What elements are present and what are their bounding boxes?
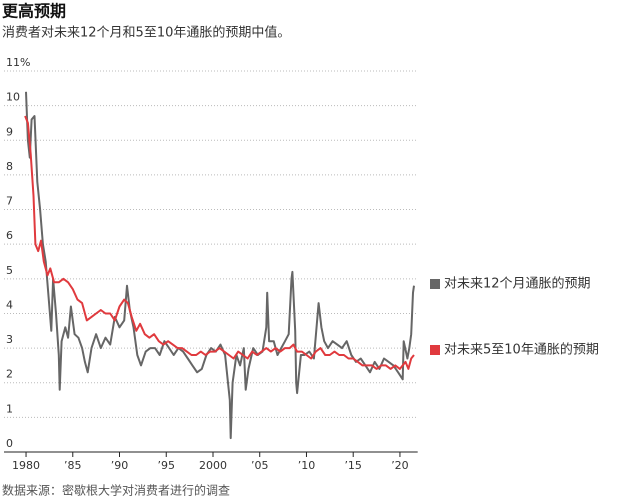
x-tick-label: ’90 bbox=[111, 459, 129, 472]
chart-subtitle: 消费者对未来12个月和5至10年通胀的预期中值。 bbox=[2, 25, 290, 41]
y-tick-label: 3 bbox=[6, 333, 13, 346]
x-tick-label: 2000 bbox=[199, 459, 227, 472]
source-note: 数据来源：密歇根大学对消费者进行的调查 bbox=[2, 483, 230, 498]
y-tick-label: 10 bbox=[6, 91, 20, 104]
x-tick-label: ’20 bbox=[391, 459, 409, 472]
series-line bbox=[25, 91, 415, 440]
y-tick-label: 6 bbox=[6, 229, 13, 242]
y-tick-label: 0 bbox=[6, 437, 13, 450]
x-tick-label: ’05 bbox=[251, 459, 269, 472]
y-tick-label: 5 bbox=[6, 264, 13, 277]
chart-title: 更高预期 bbox=[2, 2, 66, 21]
x-tick-label: ’95 bbox=[158, 459, 176, 472]
y-tick-label: 7 bbox=[6, 195, 13, 208]
y-tick-label: 2 bbox=[6, 368, 13, 381]
y-tick-label: 4 bbox=[6, 298, 13, 311]
series-line bbox=[24, 115, 415, 370]
legend-swatch bbox=[430, 279, 440, 289]
x-tick-label: 1980 bbox=[12, 459, 40, 472]
x-tick-label: ’15 bbox=[344, 459, 362, 472]
y-tick-label: 8 bbox=[6, 160, 13, 173]
legend-label: 对未来12个月通胀的预期 bbox=[444, 276, 591, 292]
y-tick-label: 9 bbox=[6, 125, 13, 138]
x-tick-label: ’85 bbox=[64, 459, 82, 472]
y-tick-label: 11% bbox=[6, 56, 30, 69]
legend-label: 对未来5至10年通胀的预期 bbox=[444, 342, 599, 358]
legend-swatch bbox=[430, 345, 440, 355]
y-tick-label: 1 bbox=[6, 402, 13, 415]
x-tick-label: ’10 bbox=[298, 459, 316, 472]
